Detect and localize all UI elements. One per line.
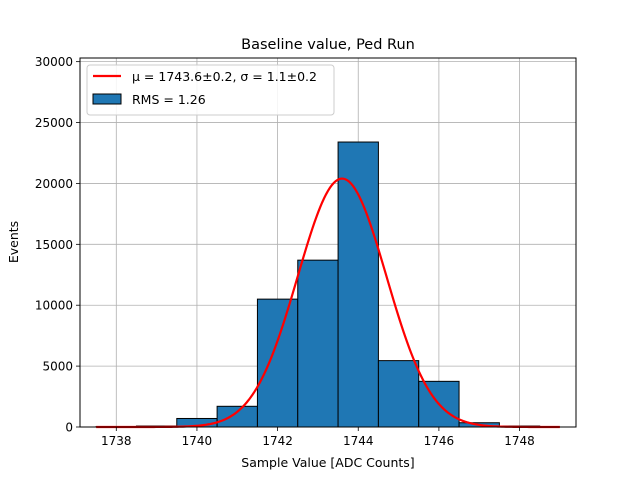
x-tick-label: 1738 <box>101 434 132 448</box>
legend-rms-label: RMS = 1.26 <box>132 92 206 107</box>
y-tick-label: 25000 <box>35 116 73 130</box>
y-axis-ticks: 0 5000 10000 15000 20000 25000 30000 <box>35 55 80 435</box>
plot-frame <box>79 57 577 428</box>
histogram-bar <box>297 259 339 428</box>
y-tick-label: 30000 <box>35 55 73 69</box>
x-tick-label: 1746 <box>424 434 455 448</box>
legend-histogram-patch <box>92 93 122 105</box>
y-tick-label: 10000 <box>35 299 73 313</box>
histogram-bar <box>337 141 379 428</box>
histogram-bar <box>256 298 299 428</box>
legend: μ = 1743.6±0.2, σ = 1.1±0.2 RMS = 1.26 <box>86 64 335 116</box>
x-tick-label: 1748 <box>504 434 535 448</box>
x-axis-label: Sample Value [ADC Counts] <box>241 455 414 470</box>
y-axis-label: Events <box>6 221 21 263</box>
legend-box <box>86 64 335 116</box>
x-tick-label: 1744 <box>343 434 374 448</box>
x-tick-label: 1740 <box>182 434 213 448</box>
y-tick-label: 15000 <box>35 238 73 252</box>
grid-lines <box>80 58 576 428</box>
y-tick-label: 0 <box>65 421 73 435</box>
histogram-bar <box>377 360 420 428</box>
x-axis-ticks: 1738 1740 1742 1744 1746 1748 <box>101 427 535 448</box>
y-tick-label: 20000 <box>35 177 73 191</box>
y-tick-label: 5000 <box>42 360 73 374</box>
chart-title: Baseline value, Ped Run <box>241 37 415 53</box>
x-tick-label: 1742 <box>262 434 293 448</box>
histogram-bar <box>216 405 258 428</box>
histogram-bars <box>95 141 541 428</box>
legend-fit-label: μ = 1743.6±0.2, σ = 1.1±0.2 <box>132 69 317 84</box>
